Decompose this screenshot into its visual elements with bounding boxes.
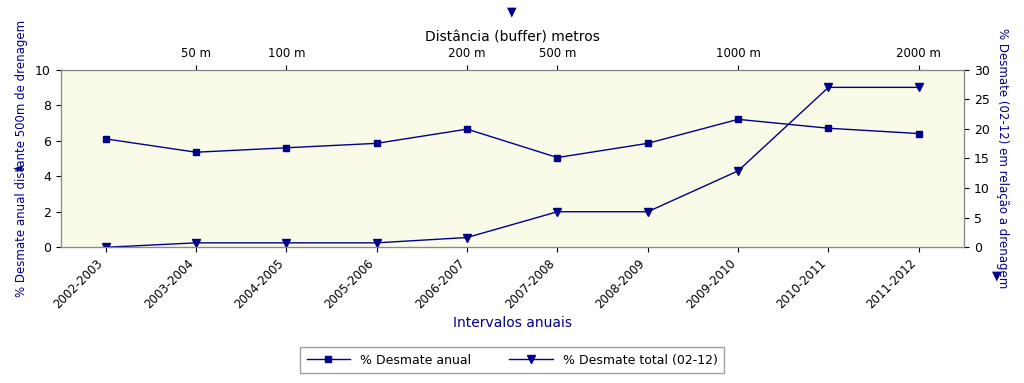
Y-axis label: % Desmate anual distante 500m de drenagem: % Desmate anual distante 500m de drenage… [15,20,28,297]
X-axis label: Distância (buffer) metros: Distância (buffer) metros [425,30,600,44]
Text: ◄: ◄ [13,162,23,175]
Text: ▼: ▼ [992,269,1001,282]
Text: ▼: ▼ [507,6,517,19]
Y-axis label: % Desmate (02-12) em relação a drenagem: % Desmate (02-12) em relação a drenagem [996,28,1009,288]
X-axis label: Intervalos anuais: Intervalos anuais [453,316,571,330]
Legend: % Desmate anual, % Desmate total (02-12): % Desmate anual, % Desmate total (02-12) [300,347,724,373]
